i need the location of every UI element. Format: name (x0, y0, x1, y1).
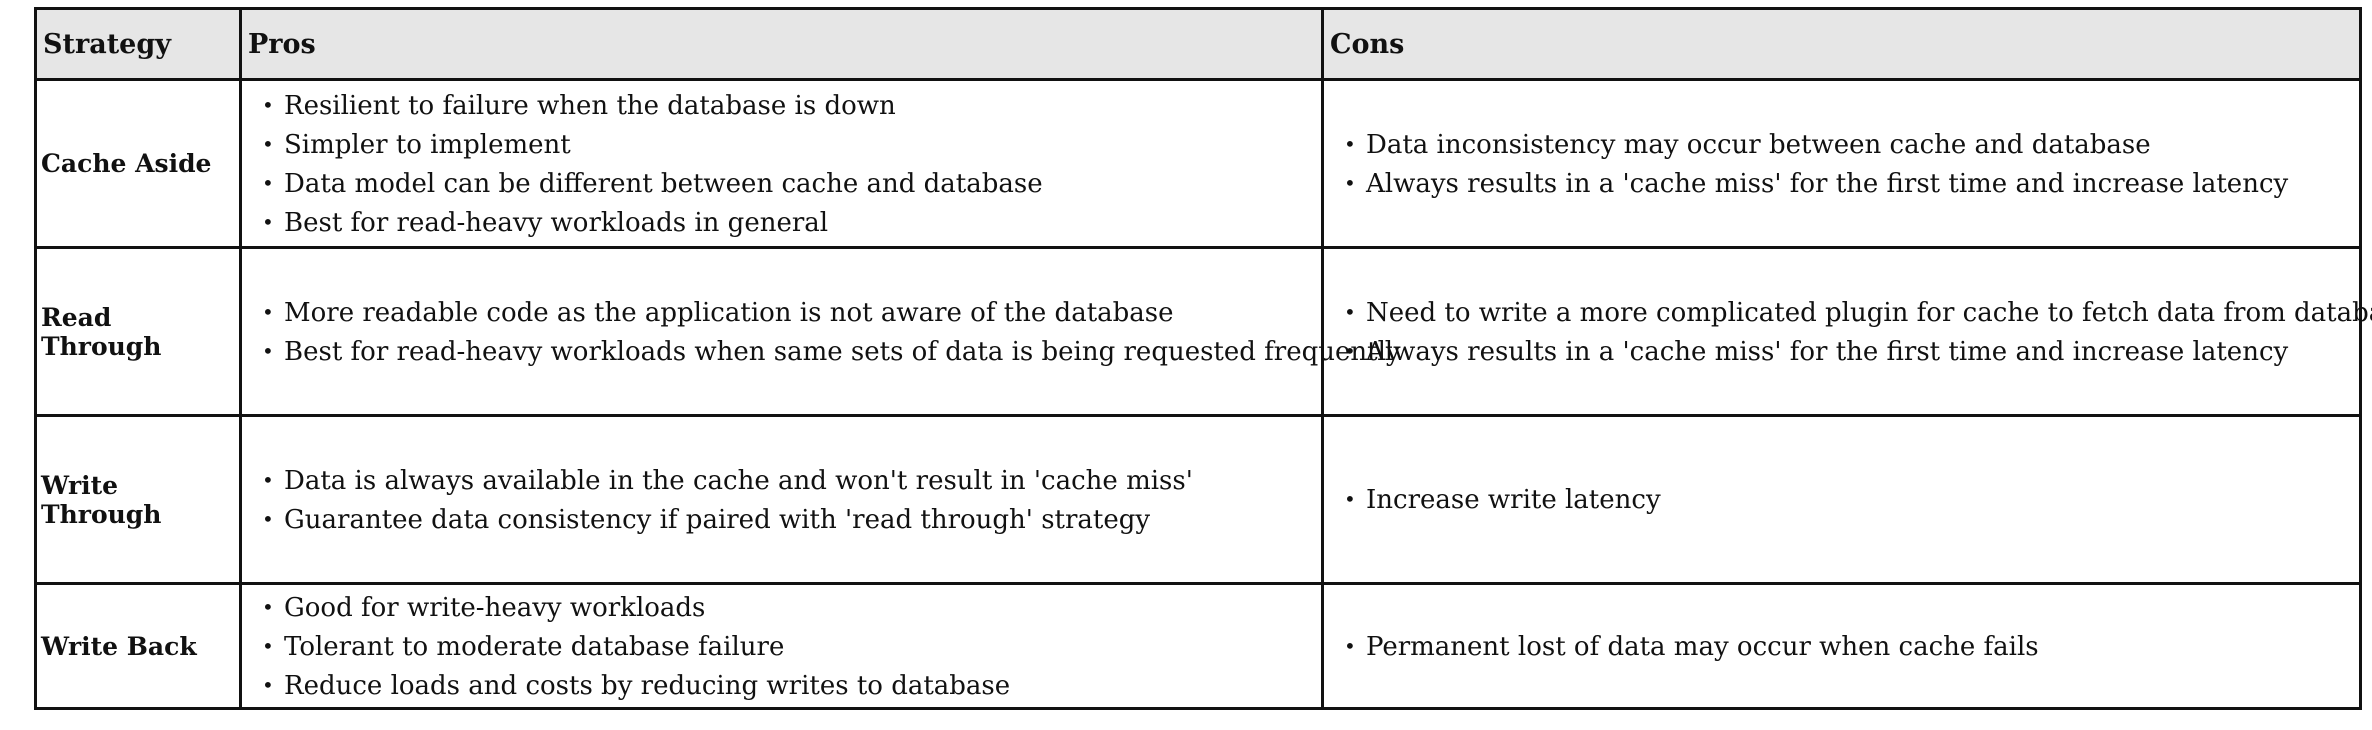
bullet-icon: • (1344, 299, 1356, 324)
list-item-text: Good for write-heavy workloads (284, 592, 706, 623)
list-item-text: Permanent lost of data may occur when ca… (1366, 631, 2039, 662)
list-item: • Always results in a 'cache miss' for th… (1330, 164, 2353, 203)
cons-cell: • Increase write latency (1321, 414, 2362, 585)
cons-cell: • Need to write a more complicated plugin… (1321, 246, 2372, 417)
list-item-text: Data model can be different between cach… (284, 168, 1043, 199)
list-item-text: Guarantee data consistency if paired wit… (284, 504, 1151, 535)
pros-cell: • Data is always available in the cache a… (239, 414, 1324, 585)
strategy-cell: Write Through (34, 414, 242, 585)
list-item: • More readable code as the application i… (248, 293, 1315, 332)
bullet-icon: • (1344, 170, 1356, 195)
bullet-icon: • (262, 467, 274, 492)
list-item-text: Data inconsistency may occur between cac… (1366, 129, 2151, 160)
bullet-icon: • (262, 92, 274, 117)
list-item: • Guarantee data consistency if paired wi… (248, 500, 1315, 539)
list-item-text: Resilient to failure when the database i… (284, 90, 896, 121)
list-item-text: Always results in a 'cache miss' for the… (1366, 336, 2289, 367)
cons-list: • Need to write a more complicated plugin… (1330, 293, 2372, 371)
table-row-write-through: Write Through • Data is always available … (34, 414, 2362, 585)
bullet-icon: • (262, 506, 274, 531)
strategy-cell: Read Through (34, 246, 242, 417)
bullet-icon: • (262, 299, 274, 324)
bullet-icon: • (1344, 131, 1356, 156)
header-row: Strategy Pros Cons (34, 7, 2362, 81)
pros-list: • Resilient to failure when the database … (248, 86, 1315, 242)
list-item: • Permanent lost of data may occur when c… (1330, 627, 2353, 666)
pros-list: • Good for write-heavy workloads • Toleran… (248, 588, 1315, 705)
list-item: • Data is always available in the cache a… (248, 461, 1315, 500)
bullet-icon: • (1344, 487, 1356, 511)
bullet-icon: • (262, 209, 274, 234)
list-item-text: Best for read-heavy workloads when same … (284, 336, 1401, 367)
list-item: • Data inconsistency may occur between ca… (1330, 125, 2353, 164)
header-strategy: Strategy (34, 7, 242, 81)
list-item: • Best for read-heavy workloads in genera… (248, 203, 1315, 242)
cons-cell: • Data inconsistency may occur between ca… (1321, 78, 2362, 249)
bullet-icon: • (1344, 338, 1356, 363)
strategy-cell: Cache Aside (34, 78, 242, 249)
cons-list: • Data inconsistency may occur between ca… (1330, 125, 2353, 203)
list-item-text: Best for read-heavy workloads in general (284, 207, 829, 238)
list-item-text: Need to write a more complicated plugin … (1366, 297, 2372, 328)
bullet-icon: • (262, 170, 274, 195)
header-cons: Cons (1321, 7, 2362, 81)
list-item-text: Reduce loads and costs by reducing write… (284, 670, 1011, 701)
list-item-text: Data is always available in the cache an… (284, 465, 1193, 496)
list-item-text: Simpler to implement (284, 129, 571, 160)
list-item-text: More readable code as the application is… (284, 297, 1174, 328)
bullet-icon: • (262, 633, 274, 658)
list-item: • Always results in a 'cache miss' for th… (1330, 332, 2353, 371)
table-row-read-through: Read Through • More readable code as the … (34, 246, 2372, 417)
table-row-write-back: Write Back • Good for write-heavy workloa… (34, 582, 2362, 710)
pros-list: • Data is always available in the cache a… (248, 461, 1315, 539)
list-item: • Best for read-heavy workloads when same… (248, 332, 1401, 371)
strategy-cell: Write Back (34, 582, 242, 710)
bullet-icon: • (262, 594, 274, 619)
bullet-icon: • (262, 131, 274, 156)
pros-cell: • Good for write-heavy workloads • Toleran… (239, 582, 1324, 710)
table-row-cache-aside: Cache Aside • Resilient to failure when t… (34, 78, 2362, 249)
pros-cell: • Resilient to failure when the database … (239, 78, 1324, 249)
list-item-text: Always results in a 'cache miss' for the… (1366, 168, 2289, 199)
caching-strategies-table: Strategy Pros Cons Cache Aside • Resilien… (34, 7, 2372, 710)
list-item: • Simpler to implement (248, 125, 1315, 164)
list-item-text: Tolerant to moderate database failure (284, 631, 785, 662)
list-item: • Need to write a more complicated plugin… (1330, 293, 2372, 332)
header-pros: Pros (239, 7, 1324, 81)
list-item: • Reduce loads and costs by reducing writ… (248, 666, 1315, 705)
pros-list: • More readable code as the application i… (248, 293, 1401, 371)
bullet-icon: • (262, 338, 274, 363)
cons-cell: • Permanent lost of data may occur when c… (1321, 582, 2362, 710)
list-item: • Increase write latency (1330, 480, 2353, 519)
list-item: • Tolerant to moderate database failure (248, 627, 1315, 666)
cons-list: • Increase write latency (1330, 480, 2353, 519)
bullet-icon: • (1344, 633, 1356, 658)
list-item: • Resilient to failure when the database … (248, 86, 1315, 125)
bullet-icon: • (262, 672, 274, 697)
list-item-text: Increase write latency (1366, 485, 1661, 515)
list-item: • Data model can be different between cac… (248, 164, 1315, 203)
pros-cell: • More readable code as the application i… (239, 246, 1401, 417)
caching-strategies-table-container: Strategy Pros Cons Cache Aside • Resilien… (34, 7, 2372, 710)
cons-list: • Permanent lost of data may occur when c… (1330, 627, 2353, 666)
list-item: • Good for write-heavy workloads (248, 588, 1315, 627)
